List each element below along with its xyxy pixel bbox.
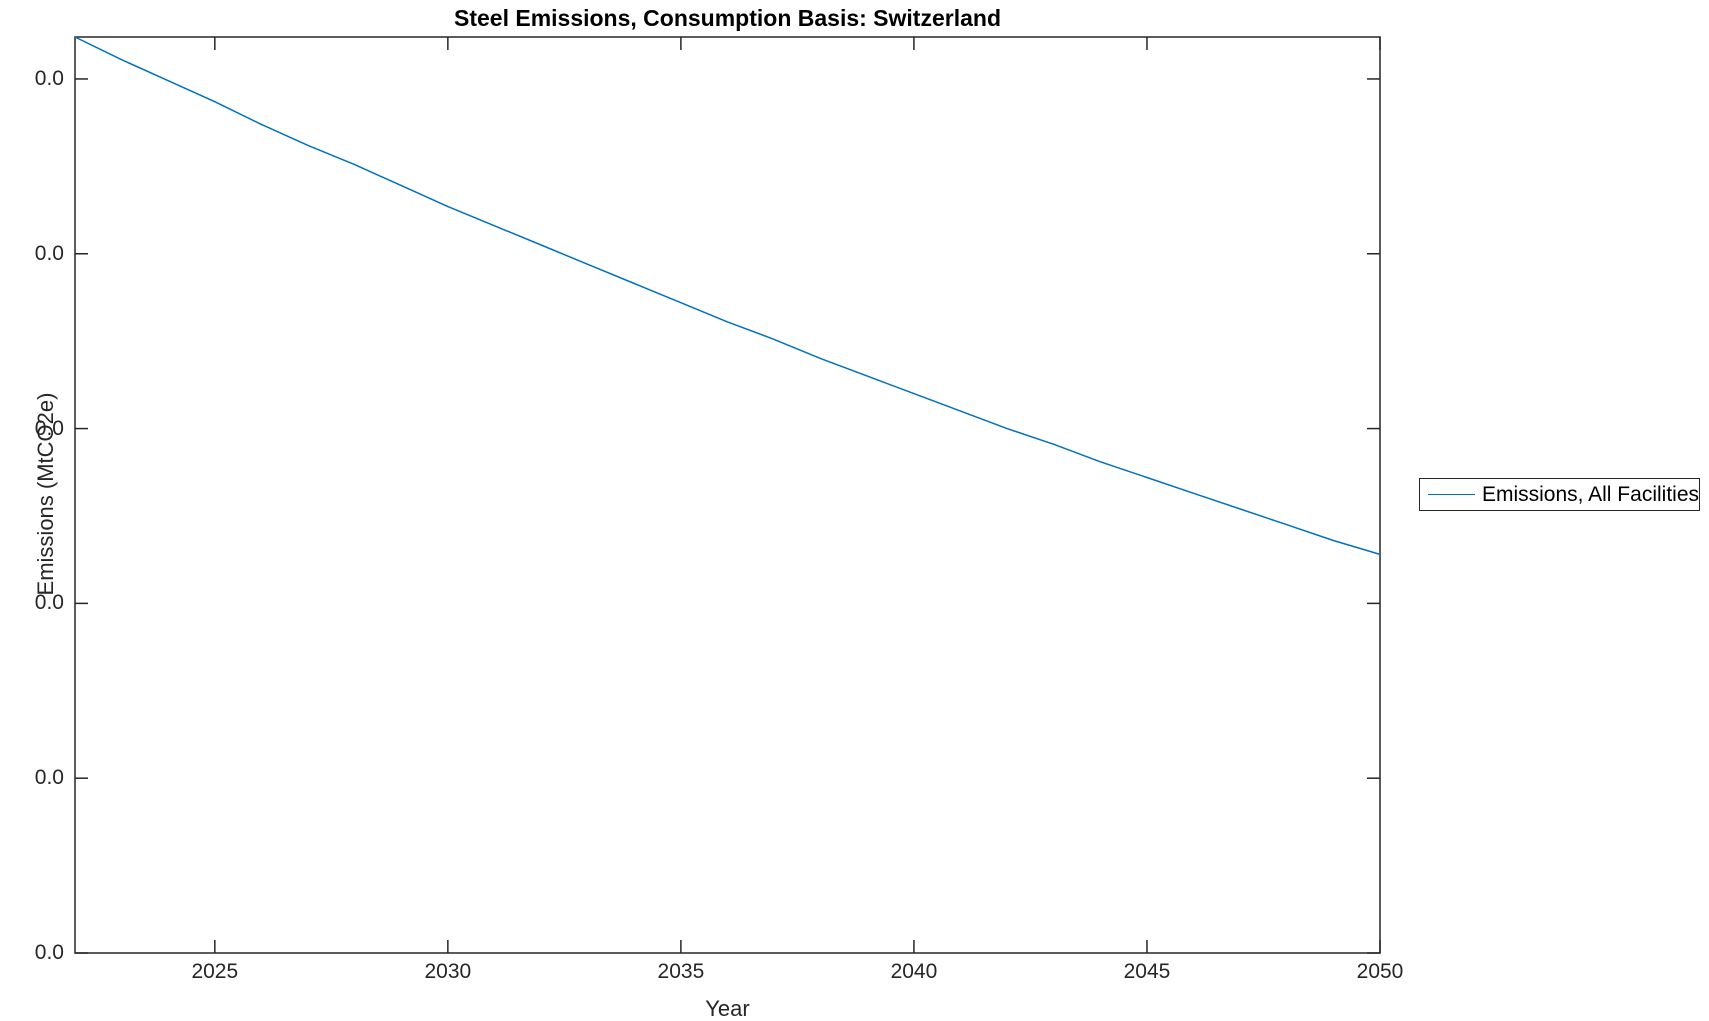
y-tick-label: 0.0 — [34, 591, 64, 615]
y-tick-label: 0.0 — [34, 766, 64, 790]
y-tick-label: 0.0 — [34, 241, 64, 265]
y-tick-label: 0.0 — [34, 66, 64, 90]
x-tick-label: 2045 — [1123, 960, 1171, 983]
legend-entry-label: Emissions, All Facilities — [1481, 482, 1699, 506]
legend-box: Emissions, All Facilities — [1419, 478, 1700, 511]
emissions-series-line — [74, 36, 1381, 556]
x-tick-label: 2040 — [890, 960, 938, 983]
chart-title: Steel Emissions, Consumption Basis: Swit… — [453, 5, 1001, 31]
x-axis-label: Year — [705, 996, 750, 1021]
y-tick-label: 0.0 — [34, 416, 64, 440]
legend-line-sample — [1428, 494, 1475, 495]
x-tick-label: 2030 — [424, 960, 472, 983]
plot-box — [74, 36, 1381, 954]
x-tick-label: 2025 — [191, 960, 239, 983]
y-tick-label: 0.0 — [34, 941, 64, 964]
x-tick-label: 2050 — [1356, 960, 1404, 983]
x-tick-label: 2035 — [657, 960, 705, 983]
